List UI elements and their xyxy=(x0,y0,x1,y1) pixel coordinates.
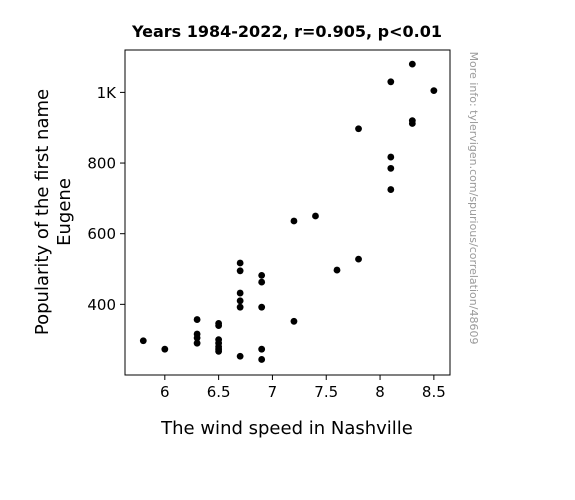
data-point-24 xyxy=(290,217,298,225)
data-point-13 xyxy=(236,259,244,267)
data-point-5 xyxy=(193,339,201,347)
data-point-33 xyxy=(387,186,395,193)
data-point-22 xyxy=(258,345,266,353)
data-point-20 xyxy=(258,278,266,286)
data-point-36 xyxy=(408,120,416,127)
y-axis-label: Popularity of the first name Eugene xyxy=(32,89,75,335)
y-tick-label-3: 1K xyxy=(97,84,118,102)
y-tick-label-1: 600 xyxy=(87,225,116,243)
plot-frame xyxy=(124,49,451,376)
y-tick-label-2: 800 xyxy=(87,155,116,173)
data-point-17 xyxy=(236,303,244,311)
data-point-14 xyxy=(236,267,244,275)
data-point-15 xyxy=(236,289,244,297)
data-point-25 xyxy=(290,317,298,325)
data-point-30 xyxy=(387,78,395,86)
source-credit: More info: tylervigen.com/spurious/corre… xyxy=(467,52,480,345)
chart-title: Years 1984-2022, r=0.905, p<0.01 xyxy=(131,22,442,41)
data-point-0 xyxy=(139,337,147,345)
data-point-28 xyxy=(355,125,362,133)
x-tick-label-1: 6.5 xyxy=(207,383,231,401)
x-axis-label: The wind speed in Nashville xyxy=(160,418,413,439)
data-point-1 xyxy=(161,345,169,353)
data-point-7 xyxy=(215,322,223,329)
x-tick-label-2: 7 xyxy=(268,383,278,401)
data-point-23 xyxy=(258,356,266,363)
data-point-32 xyxy=(387,164,395,172)
data-point-19 xyxy=(258,271,266,279)
data-point-26 xyxy=(312,212,319,220)
x-tick-label-4: 8 xyxy=(375,383,385,401)
data-point-16 xyxy=(236,297,244,305)
data-point-34 xyxy=(408,60,416,68)
data-points xyxy=(139,60,438,363)
y-axis-ticks: 400 600 800 1K xyxy=(87,84,125,314)
data-point-4 xyxy=(193,334,201,342)
data-point-29 xyxy=(355,255,362,263)
x-tick-label-3: 7.5 xyxy=(314,383,338,401)
x-tick-label-5: 8.5 xyxy=(422,383,446,401)
y-tick-label-0: 400 xyxy=(87,296,116,314)
data-point-12 xyxy=(215,347,223,355)
y-axis-label-line-2: Eugene xyxy=(54,178,75,246)
x-tick-label-0: 6 xyxy=(160,383,170,401)
data-point-27 xyxy=(333,266,341,274)
data-point-18 xyxy=(236,352,244,360)
data-point-2 xyxy=(193,316,201,323)
x-axis-ticks: 6 6.5 7 7.5 8 8.5 xyxy=(160,375,446,401)
data-point-31 xyxy=(387,153,395,161)
data-point-21 xyxy=(258,303,266,311)
data-point-37 xyxy=(430,87,438,95)
y-axis-label-line-1: Popularity of the first name xyxy=(32,89,53,335)
